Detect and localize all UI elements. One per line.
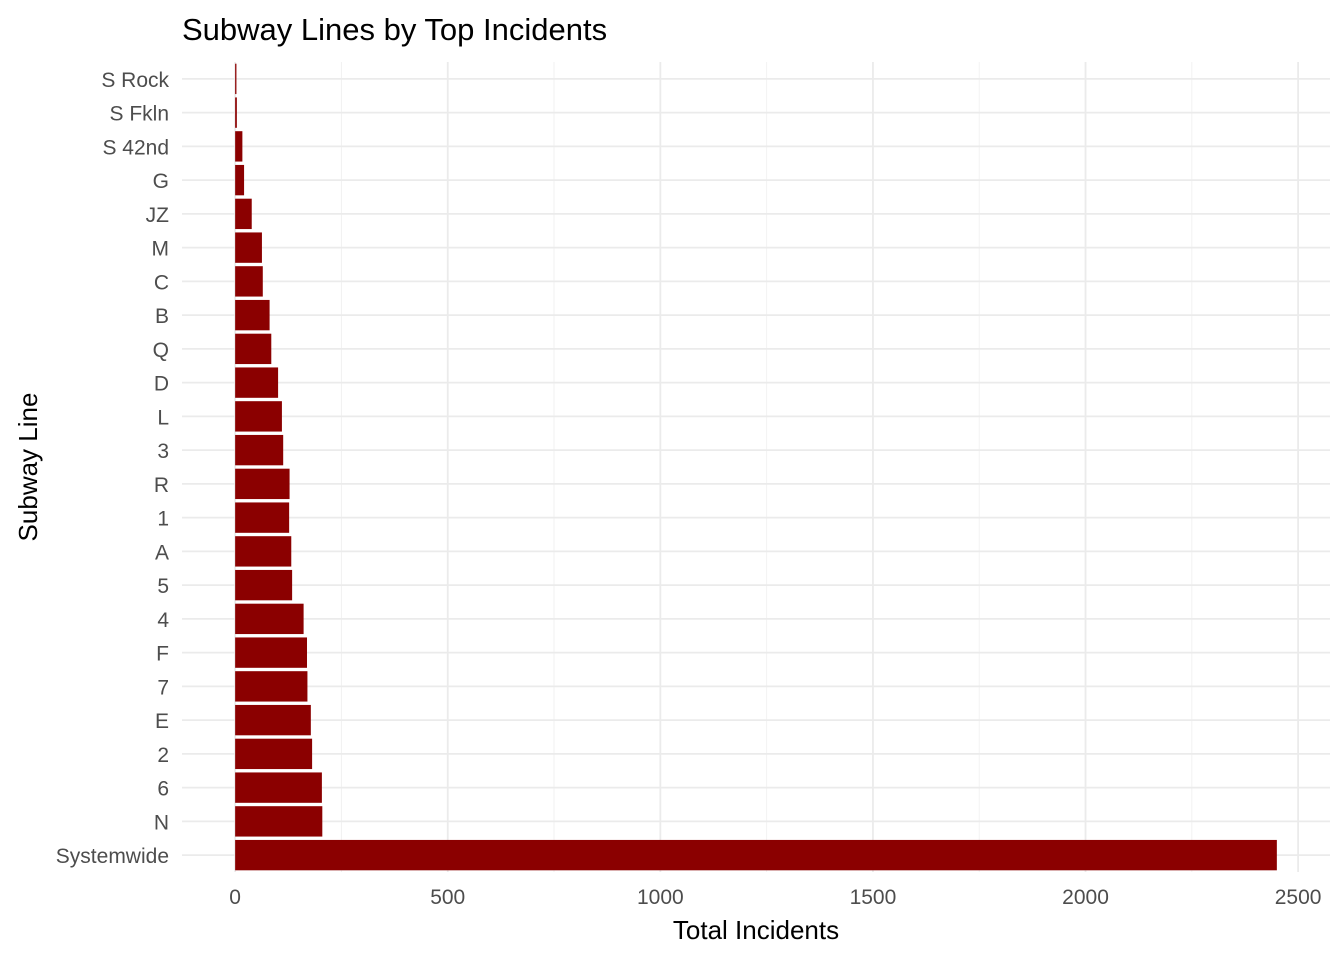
- bar-r: [235, 468, 290, 500]
- bar-6: [235, 772, 322, 803]
- y-tick-label: R: [154, 474, 169, 497]
- bar-m: [235, 232, 262, 263]
- y-tick-label: 5: [157, 575, 169, 598]
- bar-s-rock: [235, 63, 237, 95]
- y-tick-label: S Fkln: [109, 103, 169, 126]
- bar-1: [235, 502, 290, 533]
- bar-d: [235, 367, 279, 398]
- bar-s-fkln: [235, 97, 237, 128]
- bar-q: [235, 333, 272, 365]
- bar-l: [235, 401, 282, 432]
- y-tick-label: L: [157, 406, 169, 429]
- x-tick-label: 500: [430, 886, 465, 909]
- y-tick-label: C: [154, 271, 169, 294]
- y-tick-label: 7: [157, 676, 169, 699]
- y-tick-label: N: [154, 811, 169, 834]
- bar-f: [235, 637, 308, 668]
- y-tick-label: Systemwide: [56, 845, 169, 868]
- x-tick-label: 1000: [637, 886, 684, 909]
- bars: [235, 63, 1277, 871]
- x-tick-label: 2000: [1062, 886, 1109, 909]
- bar-3: [235, 434, 284, 466]
- y-tick-label: M: [152, 238, 170, 261]
- y-tick-label: E: [155, 710, 169, 733]
- y-tick-label: A: [155, 541, 169, 564]
- x-tick-label: 0: [229, 886, 241, 909]
- y-tick-label: 2: [157, 744, 169, 767]
- bar-4: [235, 603, 304, 635]
- bar-2: [235, 738, 313, 770]
- bar-b: [235, 299, 270, 331]
- bar-e: [235, 704, 311, 736]
- bar-a: [235, 536, 292, 567]
- bar-g: [235, 164, 245, 196]
- y-tick-label: 1: [157, 508, 169, 531]
- y-tick-label: S Rock: [101, 69, 169, 92]
- y-tick-label: Q: [153, 339, 169, 362]
- grid: [182, 62, 1330, 872]
- y-tick-label: 3: [157, 440, 169, 463]
- y-tick-label: B: [155, 305, 169, 328]
- y-tick-label: D: [154, 373, 169, 396]
- x-tick-label: 1500: [850, 886, 897, 909]
- y-tick-label: G: [153, 170, 169, 193]
- bar-systemwide: [235, 839, 1277, 871]
- bar-jz: [235, 198, 252, 230]
- y-tick-label: JZ: [146, 204, 170, 227]
- chart-title: Subway Lines by Top Incidents: [182, 12, 607, 47]
- x-axis-title: Total Incidents: [673, 915, 839, 945]
- bar-7: [235, 671, 308, 702]
- x-axis-tick-labels: 0 500 1000 1500 2000 2500: [229, 886, 1321, 909]
- y-tick-label: 6: [157, 778, 169, 801]
- y-axis-title: Subway Line: [13, 393, 43, 542]
- bar-5: [235, 569, 293, 601]
- x-tick-label: 2500: [1275, 886, 1322, 909]
- y-tick-label: F: [156, 643, 169, 666]
- y-tick-label: S 42nd: [102, 136, 169, 159]
- y-tick-label: 4: [157, 609, 169, 632]
- bar-c: [235, 266, 263, 297]
- bar-s-42nd: [235, 131, 243, 162]
- bar-n: [235, 806, 323, 837]
